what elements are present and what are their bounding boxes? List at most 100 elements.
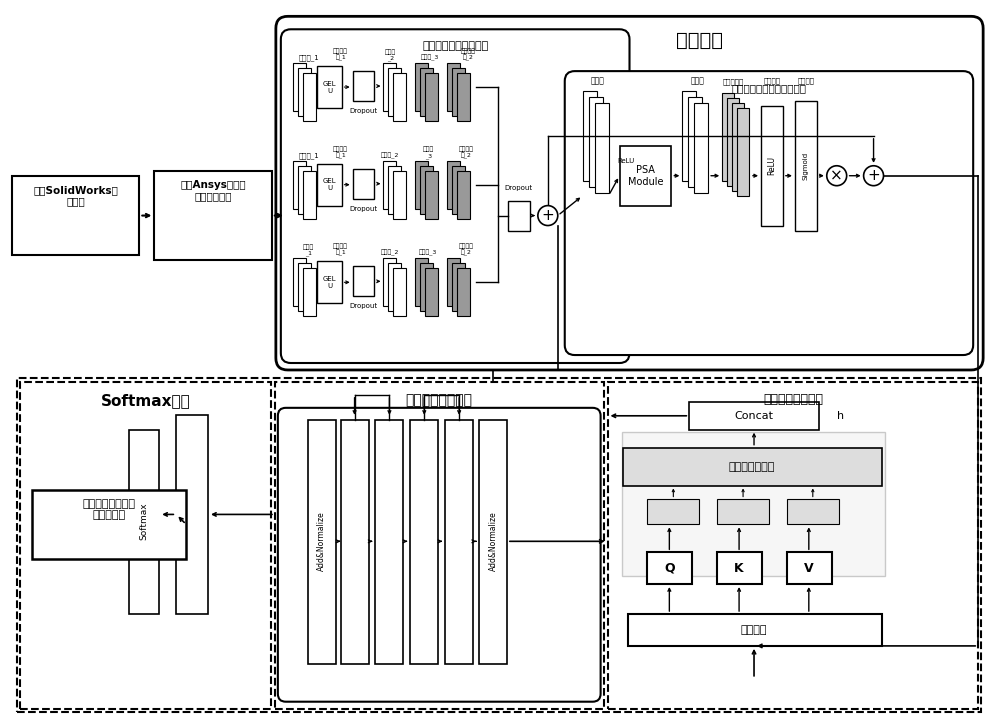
Text: 最大池化
层_1: 最大池化 层_1 [333,49,348,61]
Text: 卷积层: 卷积层 [591,76,605,85]
Text: +: + [541,208,554,223]
Bar [447,258,460,306]
Circle shape [827,166,847,185]
Text: 卷积层
_3: 卷积层 _3 [423,147,434,158]
Bar [298,166,311,214]
Bar [795,101,817,230]
Bar [787,553,832,585]
Bar [620,146,671,206]
Bar [583,91,597,181]
Bar [445,419,473,664]
Bar [176,415,208,614]
Text: Q: Q [664,562,675,575]
Bar [608,382,978,709]
Bar [457,171,470,219]
Bar [388,166,401,214]
Text: h: h [837,411,844,421]
Text: 最大池化
层_1: 最大池化 层_1 [333,146,348,158]
Text: PSA
Module: PSA Module [628,165,663,187]
Bar [303,73,316,121]
Bar [341,419,369,664]
Bar [388,68,401,116]
Text: Add&Normalize: Add&Normalize [489,511,498,571]
Bar [727,98,739,185]
Text: 缩放点积注意力: 缩放点积注意力 [729,462,775,472]
Bar [393,171,406,219]
Bar [154,171,272,260]
Bar [589,97,603,187]
Text: 卷积层_1: 卷积层_1 [298,55,319,61]
Bar [383,63,396,111]
Bar [425,73,438,121]
Bar [732,103,744,190]
Text: GEL
U: GEL U [323,81,336,94]
Bar [595,103,609,193]
Bar [20,382,271,709]
Bar [761,106,783,225]
Bar [682,91,696,181]
Bar [383,258,396,306]
Bar [303,268,316,316]
Text: +: + [867,168,880,183]
Text: 因果卷积: 因果卷积 [741,625,767,635]
Text: 时域上下文编码器: 时域上下文编码器 [406,393,473,407]
Bar [293,63,306,111]
Text: 卷积层_2: 卷积层_2 [381,153,400,158]
Text: V: V [804,562,814,575]
Bar [393,268,406,316]
FancyBboxPatch shape [281,29,630,363]
Text: 最大池化
层_2: 最大池化 层_2 [461,49,476,61]
Bar [317,66,342,108]
Text: Concat: Concat [735,411,774,421]
Text: 检测天然气管道是
否发生泄漏: 检测天然气管道是 否发生泄漏 [83,499,136,521]
Bar [457,268,470,316]
Bar [353,169,374,198]
Text: Dropout: Dropout [349,206,378,212]
Bar [420,68,433,116]
Bar [452,166,465,214]
Bar [415,258,428,306]
Bar [717,553,762,585]
Text: 卷积层: 卷积层 [690,76,704,85]
Bar [303,171,316,219]
Bar [717,499,769,524]
Text: Dropout: Dropout [349,108,378,114]
Text: 最大池化
层_2: 最大池化 层_2 [459,146,474,158]
Bar [17,378,981,712]
Text: 利用SolidWorks进
行建模: 利用SolidWorks进 行建模 [33,185,118,206]
Text: 全连接层: 全连接层 [797,78,814,84]
Circle shape [864,166,884,185]
Bar [787,499,839,524]
Bar [420,166,433,214]
Text: 最大池化
层_1: 最大池化 层_1 [333,244,348,257]
Text: 多分辨率卷积神经网络: 多分辨率卷积神经网络 [422,41,488,51]
Text: 卷积层_2: 卷积层_2 [381,250,400,257]
Bar [353,266,374,297]
Text: Softmax: Softmax [140,502,149,540]
Bar [623,448,882,486]
Text: ReLU: ReLU [767,156,776,175]
Text: ReLU: ReLU [618,158,635,164]
Bar [425,268,438,316]
Bar [375,419,403,664]
Text: 最大池化
层_2: 最大池化 层_2 [459,244,474,257]
Bar [737,108,749,196]
Bar [293,258,306,306]
Text: 卷积层
_1: 卷积层 _1 [303,244,314,257]
Bar [622,432,885,577]
Bar [628,614,882,646]
Bar [415,63,428,111]
Bar [457,73,470,121]
Bar [298,263,311,311]
Text: Dropout: Dropout [505,185,533,190]
Bar [688,97,702,187]
Bar [415,161,428,209]
Bar [452,263,465,311]
Text: Sigmoid: Sigmoid [803,152,809,180]
Text: 多尺度自适应特征校准网络: 多尺度自适应特征校准网络 [731,83,806,93]
FancyBboxPatch shape [278,408,601,702]
Bar [425,171,438,219]
Text: 卷积层_3: 卷积层_3 [421,55,439,61]
Text: 全连接层: 全连接层 [763,78,780,84]
Bar [647,553,692,585]
